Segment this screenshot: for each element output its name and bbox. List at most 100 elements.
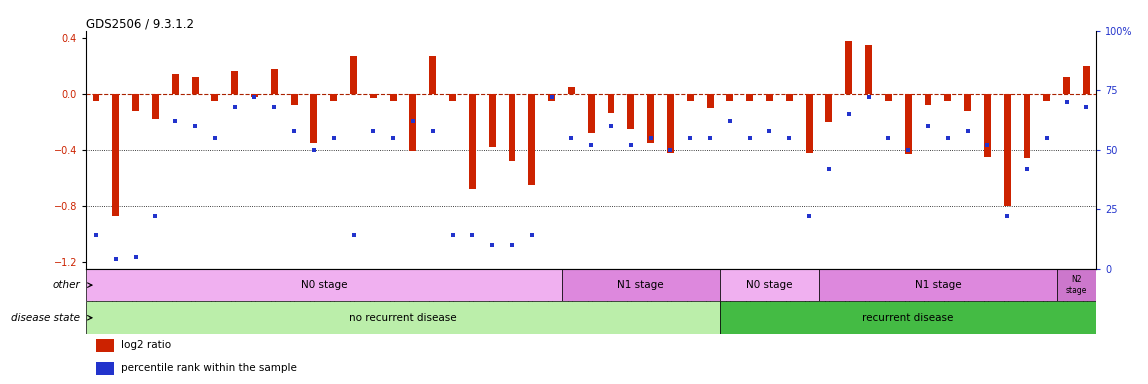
Bar — [1056, 269, 1096, 301]
Bar — [489, 94, 496, 147]
Point — [424, 127, 442, 134]
Point — [899, 147, 917, 153]
Point — [642, 135, 660, 141]
Bar — [271, 68, 278, 94]
Point — [582, 142, 600, 148]
Bar — [806, 94, 813, 152]
Bar — [885, 94, 892, 101]
Point — [126, 254, 145, 260]
Bar — [331, 94, 338, 101]
Bar — [786, 94, 793, 101]
Bar — [1024, 94, 1031, 158]
Bar — [509, 94, 515, 161]
Bar — [132, 94, 139, 111]
Text: N1 stage: N1 stage — [618, 280, 664, 290]
Bar — [231, 71, 238, 94]
Point — [602, 123, 620, 129]
Bar — [819, 269, 1056, 301]
Point — [483, 242, 502, 248]
Point — [285, 127, 303, 134]
Text: N1 stage: N1 stage — [915, 280, 961, 290]
Bar — [984, 94, 991, 157]
Bar — [410, 94, 417, 151]
Point — [463, 232, 481, 238]
Point — [503, 242, 521, 248]
Point — [1018, 166, 1037, 172]
Bar — [96, 339, 115, 352]
Bar — [86, 301, 720, 334]
Bar — [528, 94, 535, 185]
Point — [998, 214, 1016, 220]
Point — [820, 166, 838, 172]
Text: recurrent disease: recurrent disease — [862, 313, 954, 323]
Bar — [561, 269, 720, 301]
Point — [1038, 135, 1056, 141]
Bar — [924, 94, 931, 105]
Point — [781, 135, 799, 141]
Text: N2
stage: N2 stage — [1065, 275, 1087, 295]
Bar — [627, 94, 635, 129]
Bar — [746, 94, 753, 101]
Point — [166, 118, 185, 124]
Bar — [720, 301, 1096, 334]
Point — [563, 135, 581, 141]
Bar — [720, 269, 819, 301]
Point — [800, 214, 819, 220]
Point — [205, 135, 224, 141]
Point — [325, 135, 343, 141]
Bar — [468, 94, 475, 189]
Text: N0 stage: N0 stage — [746, 280, 793, 290]
Point — [622, 142, 641, 148]
Bar — [825, 94, 832, 122]
Point — [879, 135, 898, 141]
Point — [344, 232, 363, 238]
Bar — [113, 94, 119, 215]
Point — [265, 104, 284, 110]
Point — [246, 94, 264, 101]
Bar — [370, 94, 377, 98]
Bar — [192, 77, 199, 94]
Point — [1057, 99, 1076, 105]
Text: no recurrent disease: no recurrent disease — [349, 313, 457, 323]
Point — [721, 118, 739, 124]
Bar — [964, 94, 971, 111]
Point — [939, 135, 957, 141]
Bar — [1003, 94, 1010, 206]
Bar — [172, 74, 179, 94]
Bar — [211, 94, 218, 101]
Bar — [766, 94, 773, 101]
Bar — [945, 94, 952, 101]
Bar — [290, 94, 297, 105]
Bar — [866, 45, 872, 94]
Point — [186, 123, 204, 129]
Bar — [568, 87, 575, 94]
Bar — [905, 94, 912, 154]
Point — [443, 232, 461, 238]
Point — [959, 127, 977, 134]
Bar — [707, 94, 714, 108]
Point — [542, 94, 560, 101]
Text: log2 ratio: log2 ratio — [122, 340, 171, 350]
Text: other: other — [53, 280, 80, 290]
Text: N0 stage: N0 stage — [301, 280, 347, 290]
Point — [661, 147, 680, 153]
Bar — [429, 56, 436, 94]
Point — [701, 135, 720, 141]
Bar — [96, 362, 115, 375]
Point — [146, 214, 164, 220]
Point — [760, 127, 778, 134]
Bar — [350, 56, 357, 94]
Point — [860, 94, 878, 101]
Point — [681, 135, 699, 141]
Point — [383, 135, 402, 141]
Bar — [449, 94, 456, 101]
Point — [740, 135, 759, 141]
Bar — [588, 94, 595, 133]
Point — [107, 256, 125, 262]
Bar — [1044, 94, 1050, 101]
Point — [839, 111, 858, 117]
Bar — [607, 94, 614, 113]
Bar — [667, 94, 674, 152]
Text: disease state: disease state — [11, 313, 80, 323]
Bar — [1083, 66, 1089, 94]
